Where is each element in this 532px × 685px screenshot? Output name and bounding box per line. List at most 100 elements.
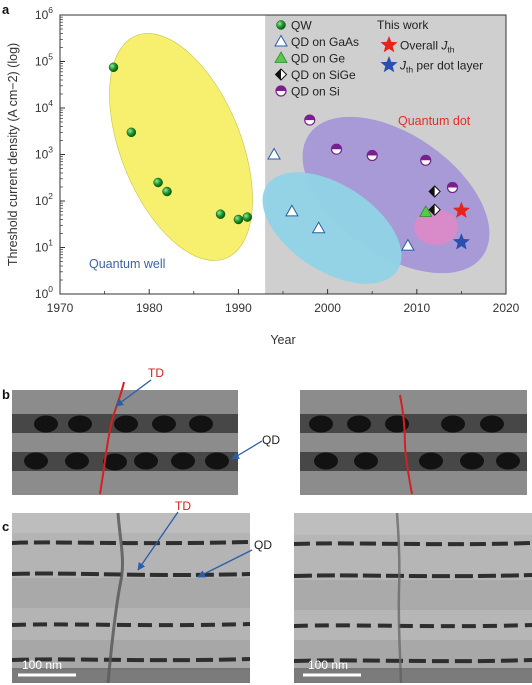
x-axis-title: Year bbox=[270, 333, 295, 347]
data-point-qw bbox=[215, 209, 226, 219]
micrograph-td-label: TD bbox=[175, 499, 191, 513]
x-tick-label: 1980 bbox=[136, 301, 163, 315]
quantum-dot bbox=[496, 452, 520, 470]
threading-dislocation-line bbox=[99, 381, 125, 495]
qd-layer-line bbox=[12, 540, 250, 546]
panel-c-micrographs: c 100 nm TD QD bbox=[2, 499, 532, 683]
data-point-qd-on-si bbox=[420, 154, 432, 166]
marker-fill bbox=[276, 86, 286, 91]
legend-heading: This work bbox=[377, 18, 429, 32]
schematic-left-dots bbox=[24, 415, 229, 471]
quantum-dot bbox=[24, 452, 48, 470]
panel-letter-b: b bbox=[2, 387, 10, 402]
micrograph-band bbox=[12, 640, 250, 670]
data-point-qd-on-ge bbox=[419, 205, 433, 217]
y-tick-label: 106 bbox=[35, 5, 53, 22]
quantum-dot bbox=[34, 415, 58, 433]
data-point-qd-on-gaas bbox=[285, 204, 299, 217]
x-tick-label: 2020 bbox=[493, 301, 520, 315]
quantum-dot bbox=[480, 415, 504, 433]
threading-dislocation-contrast bbox=[395, 513, 403, 683]
micrograph-qd-arrow bbox=[197, 549, 253, 578]
panel-letter-a: a bbox=[2, 2, 10, 17]
y-tick-label: 104 bbox=[35, 98, 53, 115]
quantum-dot bbox=[134, 452, 158, 470]
data-point-overall-j-th bbox=[452, 201, 470, 218]
threading-dislocation-contrast bbox=[106, 513, 124, 683]
micrograph-td-arrow bbox=[137, 511, 179, 571]
micrograph-bottom-shade bbox=[294, 668, 532, 683]
axis-ticks: 1970 1980 1990 2000 2010 2020 100 101 102 103 104 1… bbox=[35, 5, 520, 315]
region-label: Quantum well bbox=[89, 257, 165, 271]
micrograph-left bbox=[12, 513, 250, 683]
quantum-well-region bbox=[109, 33, 253, 261]
td-label: TD bbox=[148, 366, 164, 380]
x-tick-label: 2000 bbox=[314, 301, 341, 315]
region-label: Quantum dot bbox=[398, 114, 471, 128]
data-point-qw bbox=[242, 212, 253, 222]
y-tick-label: 103 bbox=[35, 145, 53, 162]
qd-label: QD bbox=[262, 433, 280, 447]
quantum-dot bbox=[114, 415, 138, 433]
data-point-qd-on-gaas bbox=[267, 147, 281, 160]
data-point-qd-on-si bbox=[330, 143, 343, 155]
y-tick-label: 101 bbox=[35, 238, 53, 255]
micrograph-band bbox=[12, 513, 250, 533]
quantum-dot bbox=[460, 452, 484, 470]
quantum-dot bbox=[309, 415, 333, 433]
x-tick-label: 2010 bbox=[403, 301, 430, 315]
y-tick-label: 102 bbox=[35, 191, 53, 208]
data-point-qw bbox=[153, 177, 163, 188]
data-point-qd-on-gaas bbox=[311, 221, 326, 234]
legend-label: QD on Si bbox=[291, 85, 340, 99]
schematic-left-background bbox=[12, 390, 238, 495]
y-tick-label: 100 bbox=[35, 284, 53, 301]
y-tick-label: 105 bbox=[35, 52, 53, 69]
quantum-dot bbox=[189, 415, 213, 433]
qd-layer-line bbox=[294, 541, 532, 547]
data-point-qw bbox=[108, 62, 119, 73]
y-axis-title: Threshold current density (A cm−2) (log) bbox=[6, 43, 20, 266]
data-point-qd-on-sige bbox=[428, 203, 441, 216]
panel-b-schematic: b TD QD bbox=[2, 366, 527, 495]
quantum-dot bbox=[103, 453, 127, 471]
quantum-dot bbox=[419, 452, 443, 470]
marker-fill bbox=[304, 115, 315, 121]
qd-on-gaas-region bbox=[262, 172, 402, 284]
micrograph-right bbox=[294, 513, 532, 683]
micrograph-band bbox=[12, 578, 250, 608]
marker-fill bbox=[275, 69, 281, 80]
region-ellipses bbox=[109, 33, 490, 284]
threading-dislocation-line bbox=[399, 394, 413, 495]
legend-marker bbox=[275, 85, 287, 97]
qd-layer-line bbox=[294, 658, 532, 664]
qd-layer-line bbox=[12, 657, 250, 663]
quantum-dot bbox=[314, 452, 338, 470]
data-point-qd-on-sige bbox=[428, 185, 441, 198]
quantum-dot bbox=[171, 452, 195, 470]
quantum-dot bbox=[347, 415, 371, 433]
legend-label: Overall Jth bbox=[400, 39, 455, 55]
legend-marker bbox=[274, 34, 288, 47]
legend-label: Jth per dot layer bbox=[399, 59, 483, 75]
micrograph-qd-label: QD bbox=[254, 538, 272, 552]
marker-fill bbox=[420, 155, 431, 161]
marker-fill bbox=[429, 186, 435, 198]
marker-fill bbox=[429, 204, 435, 216]
data-point-qw bbox=[162, 186, 172, 197]
quantum-dot bbox=[68, 415, 92, 433]
quantum-dot bbox=[152, 415, 176, 433]
panel-letter-c: c bbox=[2, 519, 9, 534]
quantum-dot bbox=[65, 452, 89, 470]
scale-bar-right-label: 100 nm bbox=[308, 658, 348, 672]
qd-layer-line bbox=[294, 623, 532, 629]
data-point-qd-on-si bbox=[446, 181, 459, 194]
data-point-j-th-per-dot-layer bbox=[452, 233, 470, 250]
td-arrow bbox=[115, 379, 152, 407]
x-tick-label: 1990 bbox=[225, 301, 252, 315]
schematic-right-background bbox=[300, 390, 527, 495]
data-point-qw bbox=[233, 214, 244, 225]
data-points bbox=[108, 62, 470, 251]
data-point-qd-on-si bbox=[304, 114, 316, 126]
